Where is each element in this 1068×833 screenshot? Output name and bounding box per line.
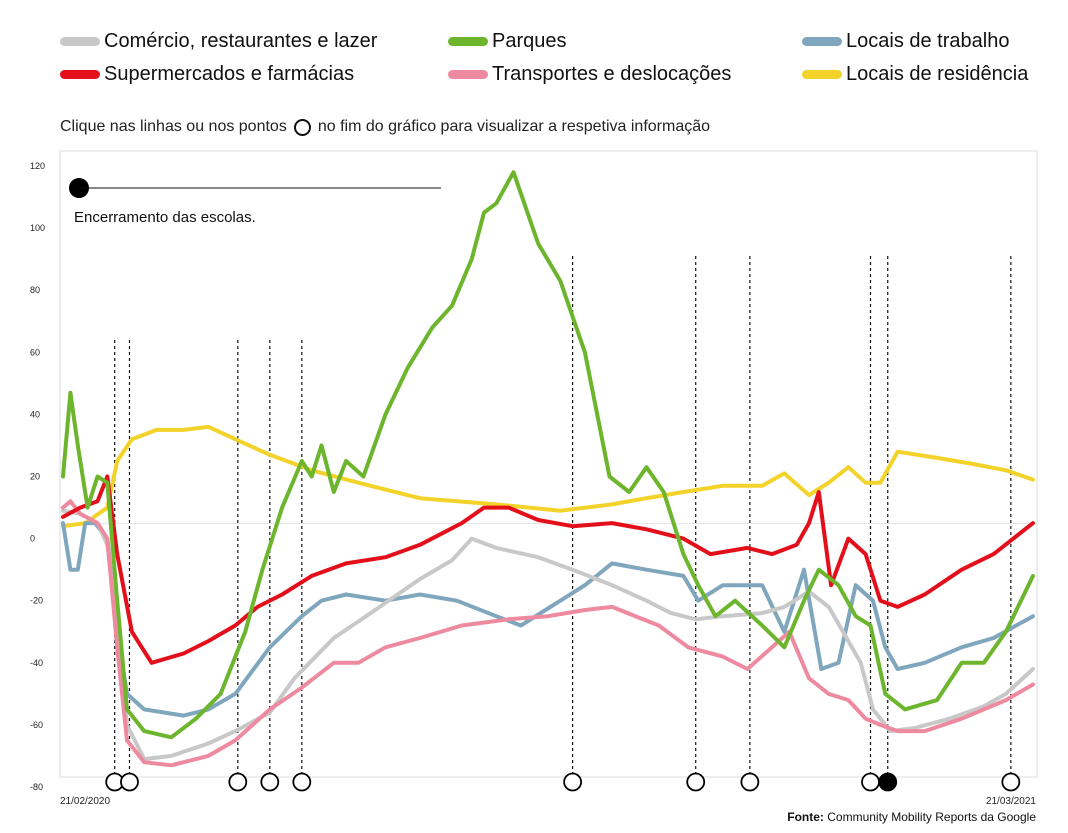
legend-label-transportes: Transportes e deslocações bbox=[492, 62, 732, 85]
series-lines bbox=[61, 170, 1035, 768]
event-lines bbox=[114, 256, 1012, 773]
y-tick-label: 80 bbox=[30, 285, 40, 295]
legend-item-trabalho[interactable]: Locais de trabalho bbox=[802, 28, 1009, 54]
legend-swatch-supermercados bbox=[60, 69, 100, 79]
y-tick-label: -20 bbox=[30, 596, 43, 606]
legend-item-residencia[interactable]: Locais de residência bbox=[802, 61, 1028, 87]
x-end-label: 21/03/2021 bbox=[985, 796, 1036, 807]
series-line-5[interactable] bbox=[61, 424, 1035, 529]
legend-item-supermercados[interactable]: Supermercados e farmácias bbox=[60, 61, 354, 87]
event-marker[interactable] bbox=[563, 772, 583, 792]
y-tick-label: -80 bbox=[30, 782, 43, 792]
legend-item-parques[interactable]: Parques bbox=[448, 28, 567, 54]
legend-label-comercio: Comércio, restaurantes e lazer bbox=[104, 29, 378, 52]
event-marker[interactable] bbox=[120, 772, 139, 792]
legend-swatch-comercio bbox=[60, 36, 100, 46]
event-marker[interactable] bbox=[686, 772, 706, 792]
series-line-1[interactable] bbox=[61, 170, 1035, 740]
x-start-label: 21/02/2020 bbox=[60, 796, 111, 807]
source-label: Fonte: bbox=[787, 810, 824, 824]
instruction-text-before: Clique nas linhas ou nos pontos bbox=[60, 118, 287, 135]
legend-label-parques: Parques bbox=[492, 29, 567, 52]
series-line-3[interactable] bbox=[61, 474, 1035, 665]
legend-item-transportes[interactable]: Transportes e deslocações bbox=[448, 61, 731, 87]
y-tick-label: 120 bbox=[30, 161, 45, 171]
event-marker[interactable] bbox=[292, 772, 312, 792]
y-tick-label: -60 bbox=[30, 720, 43, 730]
series-line-4[interactable] bbox=[61, 499, 1035, 768]
legend-label-residencia: Locais de residência bbox=[846, 62, 1029, 85]
series-line-0[interactable] bbox=[61, 508, 1035, 762]
y-tick-label: 100 bbox=[30, 223, 45, 233]
y-tick-label: -40 bbox=[30, 658, 43, 668]
source-credit: Fonte: Community Mobility Reports da Goo… bbox=[787, 810, 1036, 824]
y-axis-ticks: 120 100 80 60 40 20 0 -20 -40 -60 -80 bbox=[30, 161, 45, 792]
y-tick-label: 0 bbox=[30, 534, 35, 544]
legend-swatch-transportes bbox=[448, 69, 488, 79]
legend-swatch-trabalho bbox=[802, 36, 842, 46]
instruction-circle-icon bbox=[293, 118, 311, 136]
legend-item-comercio[interactable]: Comércio, restaurantes e lazer bbox=[60, 28, 377, 54]
source-text: Community Mobility Reports da Google bbox=[827, 810, 1036, 824]
legend-swatch-residencia bbox=[802, 69, 842, 79]
event-marker[interactable] bbox=[1001, 772, 1021, 792]
annotation-text: Encerramento das escolas. bbox=[74, 209, 256, 226]
plot-frame bbox=[59, 150, 1038, 778]
event-marker[interactable] bbox=[260, 772, 280, 792]
legend-label-supermercados: Supermercados e farmácias bbox=[104, 62, 355, 85]
event-marker[interactable] bbox=[228, 772, 248, 792]
y-tick-label: 40 bbox=[30, 409, 40, 419]
annotation-group: Encerramento das escolas. bbox=[69, 178, 441, 226]
chart-instruction: Clique nas linhas ou nos pontos no fim d… bbox=[60, 118, 710, 136]
event-markers bbox=[105, 772, 1021, 792]
legend-label-trabalho: Locais de trabalho bbox=[846, 29, 1010, 52]
event-marker-selected[interactable] bbox=[878, 772, 898, 792]
chart-legend: Comércio, restaurantes e lazer Parques L… bbox=[0, 0, 1068, 100]
legend-swatch-parques bbox=[448, 36, 488, 46]
y-tick-label: 20 bbox=[30, 472, 40, 482]
instruction-text-after: no fim do gráfico para visualizar a resp… bbox=[317, 118, 711, 135]
y-tick-label: 60 bbox=[30, 347, 40, 357]
event-marker[interactable] bbox=[740, 772, 760, 792]
event-marker[interactable] bbox=[861, 772, 880, 792]
